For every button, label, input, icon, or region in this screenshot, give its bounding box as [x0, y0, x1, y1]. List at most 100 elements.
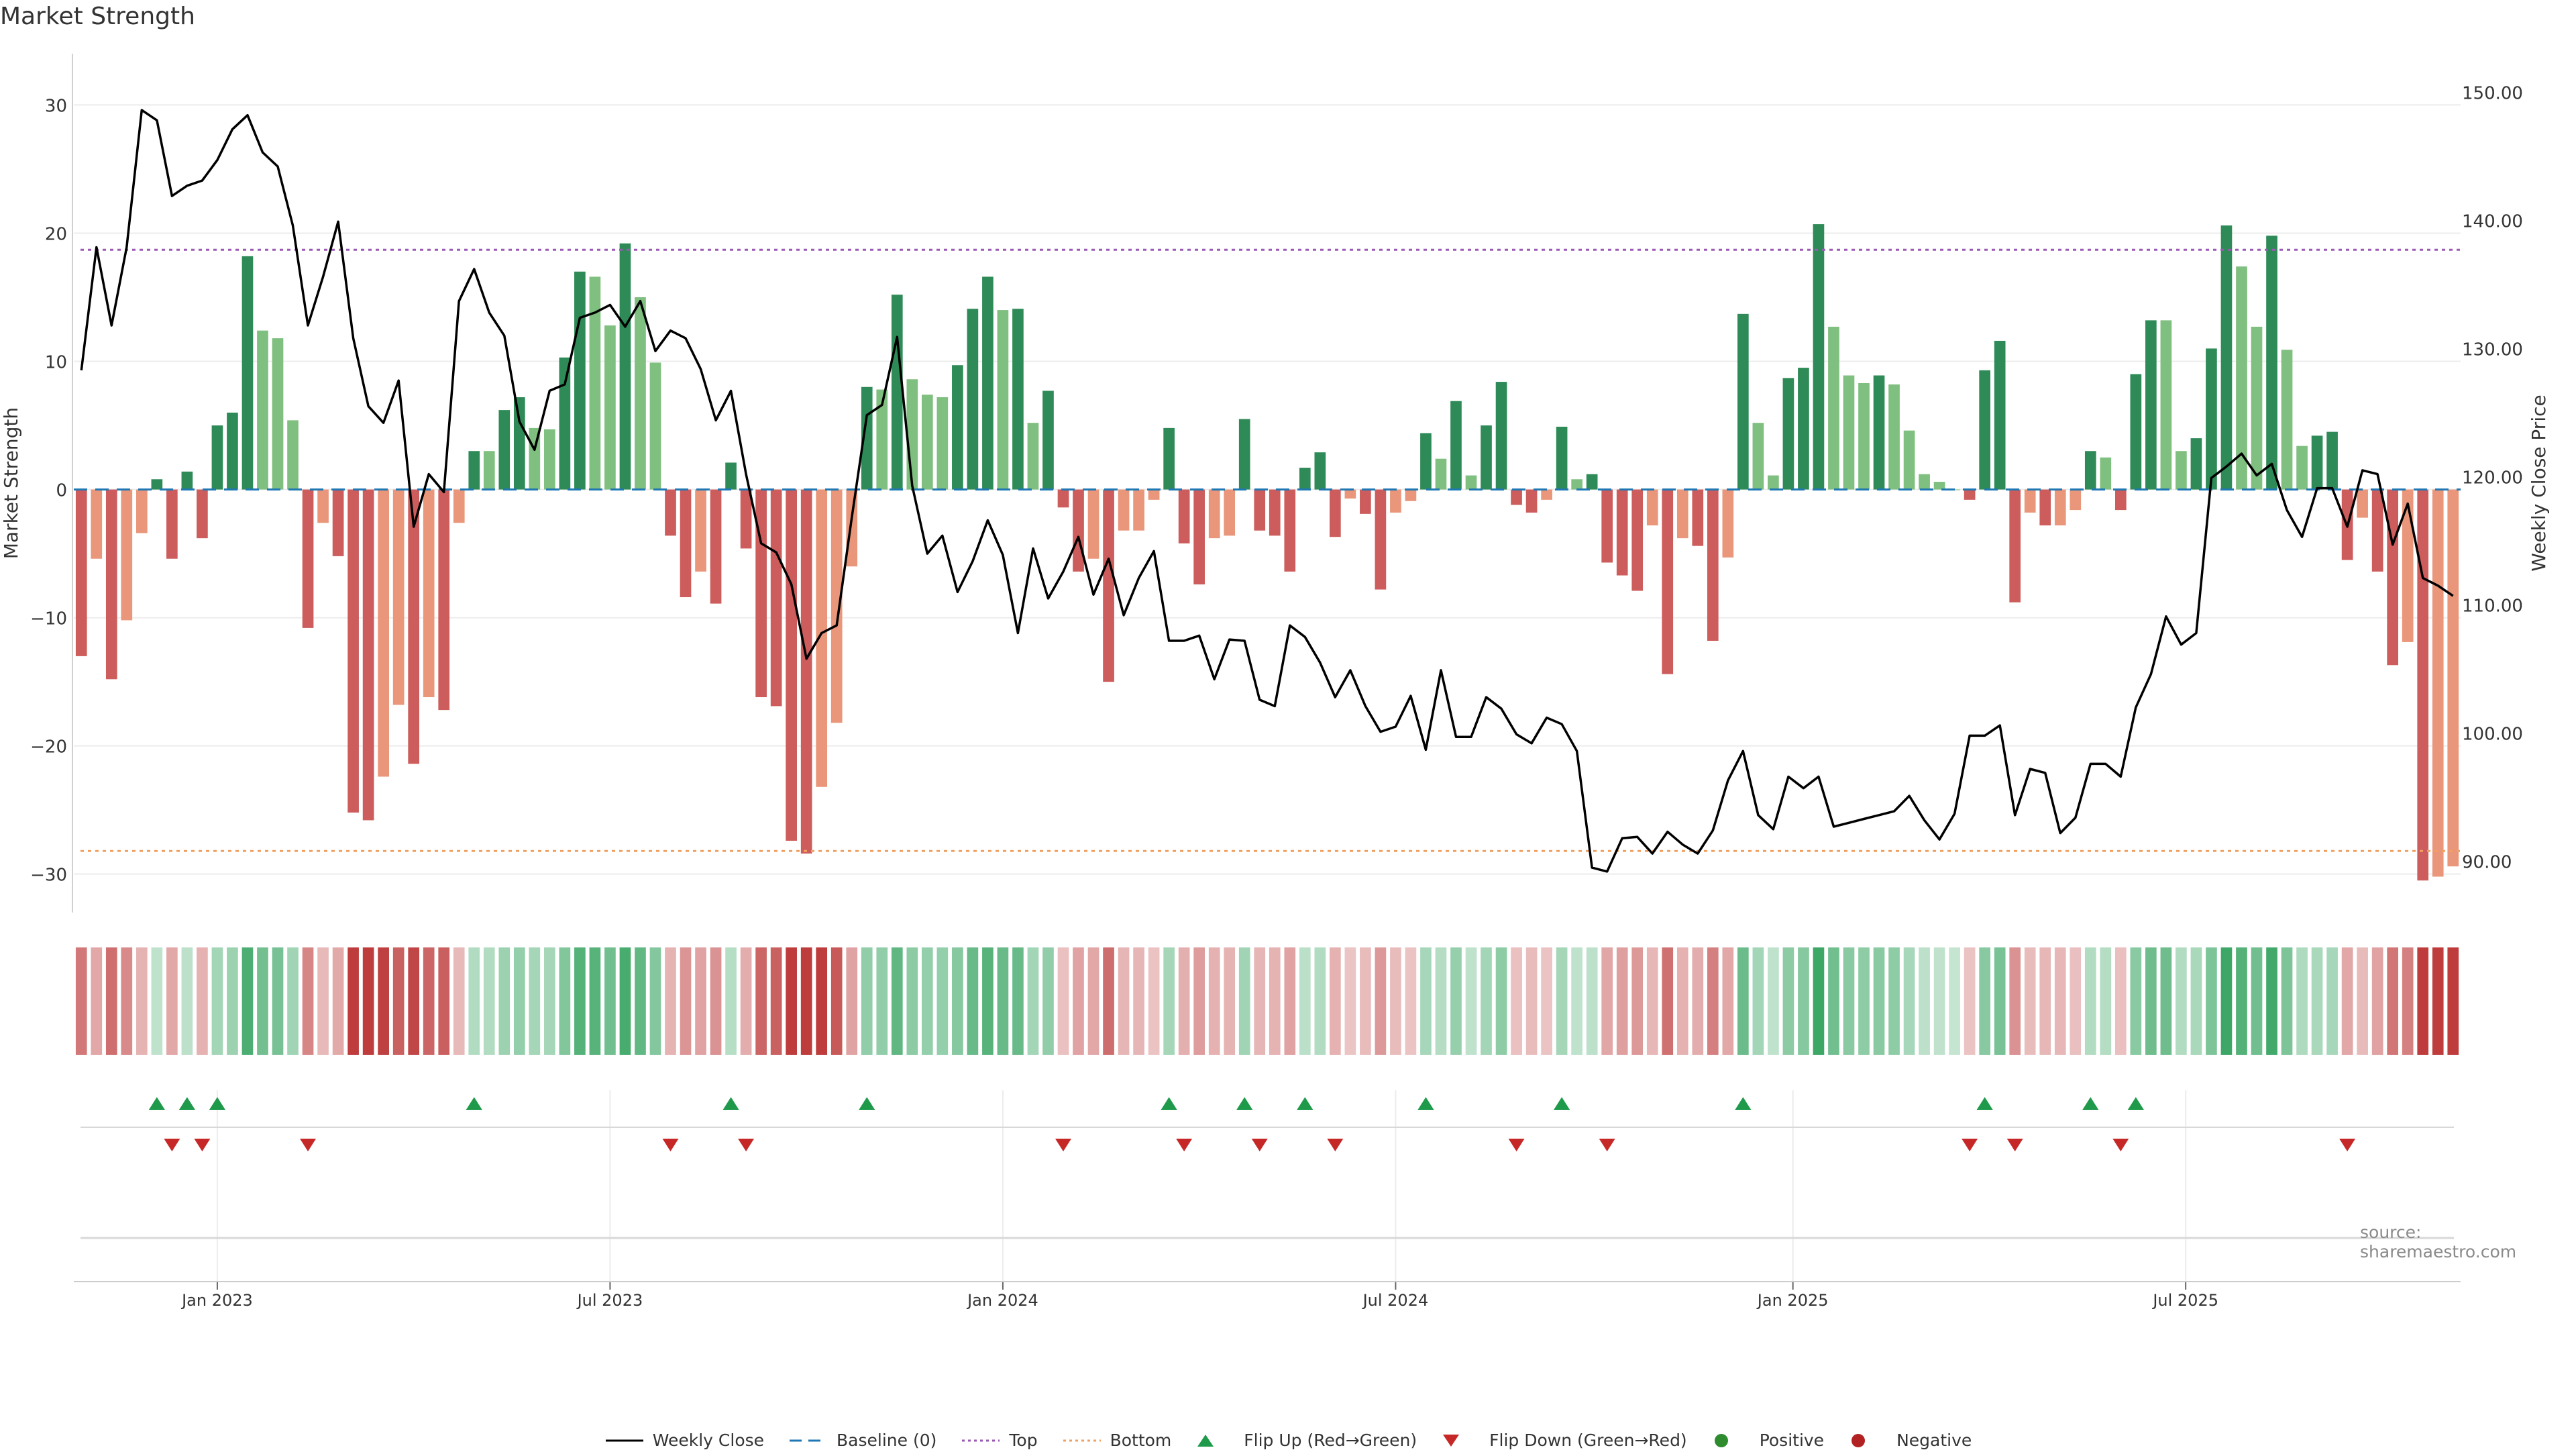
legend-label: Flip Down (Green→Red) [1489, 1431, 1687, 1450]
strength-bar [1979, 370, 1990, 490]
heat-cell [1979, 947, 1990, 1055]
heat-cell [1964, 947, 1976, 1055]
flip-up-marker [1554, 1097, 1570, 1110]
strength-bar [574, 271, 586, 490]
heat-cell [2145, 947, 2157, 1055]
heat-cell [589, 947, 601, 1055]
heat-cell [649, 947, 661, 1055]
strength-bar [1238, 419, 1250, 490]
strength-bar [967, 309, 979, 490]
heat-cell [1420, 947, 1432, 1055]
heat-cell [982, 947, 994, 1055]
strength-bar [2447, 489, 2459, 867]
strength-bar [2371, 489, 2383, 572]
strength-bar [362, 489, 374, 821]
strength-bar [2176, 451, 2187, 490]
y-tick-label-right: 140.00 [2462, 211, 2523, 231]
strength-bar [1042, 391, 1054, 490]
heat-cell [197, 947, 208, 1055]
heat-cell [1662, 947, 1674, 1055]
strength-bar [800, 489, 812, 854]
heat-cell [2266, 947, 2277, 1055]
heat-cell [347, 947, 359, 1055]
strength-bar [725, 462, 737, 490]
strength-bar [513, 397, 525, 490]
strength-bar [1903, 430, 1915, 490]
strength-bar [830, 489, 843, 723]
heat-cell [967, 947, 979, 1055]
strength-bar [227, 412, 238, 490]
strength-bar [2417, 489, 2429, 881]
strength-bar [1314, 452, 1326, 490]
legend-label: Bottom [1110, 1431, 1172, 1450]
heat-cell [800, 947, 812, 1055]
strength-bar [1676, 489, 1688, 539]
strength-bar [1722, 489, 1734, 558]
y-tick-label-left: 0 [56, 481, 67, 501]
heat-cell [2251, 947, 2263, 1055]
strength-bar [1118, 489, 1130, 531]
flip-up-marker [148, 1097, 165, 1110]
strength-bar [1646, 489, 1658, 526]
heat-cell [1118, 947, 1130, 1055]
strength-bar [302, 489, 314, 628]
strength-bar [1631, 489, 1644, 591]
strength-bar [1481, 425, 1492, 490]
heat-cell [1148, 947, 1160, 1055]
heat-cell [1541, 947, 1552, 1055]
strength-bar [105, 489, 117, 680]
heat-cell [2024, 947, 2036, 1055]
heat-cell [1193, 947, 1205, 1055]
heat-cell [2371, 947, 2383, 1055]
strength-bar [2266, 236, 2277, 490]
flip-down-marker [1327, 1139, 1344, 1151]
heat-cell [906, 947, 918, 1055]
heat-cell [2417, 947, 2429, 1055]
strength-bar [846, 489, 858, 567]
heat-cell [921, 947, 933, 1055]
heat-cell [529, 947, 541, 1055]
strength-bar [1027, 423, 1039, 490]
heat-cell [1571, 947, 1582, 1055]
strength-bar [1178, 489, 1190, 543]
y-tick-label-left: −10 [30, 609, 67, 629]
legend-label: Weekly Close [652, 1431, 765, 1450]
heat-cell [1390, 947, 1401, 1055]
strength-bar [710, 489, 722, 604]
strength-bar [166, 489, 178, 559]
heat-cell [2114, 947, 2127, 1055]
strength-bar [2220, 225, 2233, 490]
heat-cell [513, 947, 525, 1055]
strength-bar [816, 489, 828, 787]
strength-bar [423, 489, 435, 698]
triangle-up-icon [1197, 1434, 1214, 1447]
flip-down-marker [1055, 1139, 1071, 1151]
heat-cell [2084, 947, 2096, 1055]
heat-cell [272, 947, 284, 1055]
legend: Weekly Close Baseline (0) Top Bottom Fli… [0, 1431, 2576, 1450]
strength-bar [257, 330, 268, 490]
strength-bar [1087, 489, 1099, 559]
legend-label: Flip Up (Red→Green) [1244, 1431, 1417, 1450]
heat-cell [1042, 947, 1054, 1055]
y-tick-label-right: 90.00 [2462, 853, 2512, 873]
legend-item: Top [961, 1431, 1038, 1450]
heat-cell [1450, 947, 1462, 1055]
legend-line-bottom-icon [1063, 1439, 1101, 1441]
heat-cell [1782, 947, 1794, 1055]
heat-cell [1405, 947, 1417, 1055]
flip-down-marker [1176, 1139, 1193, 1151]
strength-bar [997, 310, 1009, 490]
strength-bar [1556, 426, 1568, 490]
heat-cell [1133, 947, 1144, 1055]
strength-bar [1843, 375, 1855, 490]
heat-cell [423, 947, 435, 1055]
heat-cell [1601, 947, 1613, 1055]
heat-cell [1949, 947, 1960, 1055]
strength-bar [982, 276, 994, 490]
strength-bar [2084, 451, 2096, 490]
y-tick-label-right: 120.00 [2462, 468, 2523, 488]
flip-down-marker [2112, 1139, 2129, 1151]
heat-cell [1012, 947, 1024, 1055]
strength-bar [1525, 489, 1538, 513]
